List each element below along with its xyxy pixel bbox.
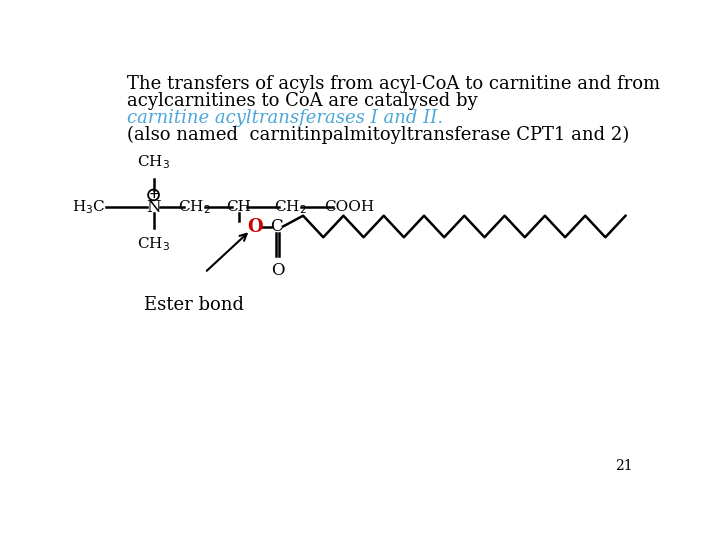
Text: O: O bbox=[271, 262, 284, 279]
Text: (also named  carnitinpalmitoyltransferase CPT1 and 2): (also named carnitinpalmitoyltransferase… bbox=[127, 126, 629, 144]
Text: acylcarnitines to CoA are catalysed by: acylcarnitines to CoA are catalysed by bbox=[127, 92, 478, 110]
Text: O: O bbox=[247, 218, 263, 235]
Text: Ester bond: Ester bond bbox=[144, 296, 244, 314]
Text: carnitine acyltransferases I and II.: carnitine acyltransferases I and II. bbox=[127, 109, 444, 127]
Text: 21: 21 bbox=[615, 459, 632, 473]
Text: C: C bbox=[270, 218, 282, 235]
Text: CH: CH bbox=[226, 200, 251, 214]
Text: +: + bbox=[148, 188, 159, 201]
Text: COOH: COOH bbox=[325, 200, 374, 214]
Text: The transfers of acyls from acyl-CoA to carnitine and from: The transfers of acyls from acyl-CoA to … bbox=[127, 75, 660, 93]
Text: CH$_3$: CH$_3$ bbox=[137, 236, 170, 253]
Text: CH$_2$: CH$_2$ bbox=[179, 198, 211, 216]
Text: N: N bbox=[146, 199, 161, 216]
Text: CH$_3$: CH$_3$ bbox=[137, 153, 170, 171]
Text: CH$_2$: CH$_2$ bbox=[274, 198, 306, 216]
Text: H$_3$C: H$_3$C bbox=[72, 198, 106, 216]
